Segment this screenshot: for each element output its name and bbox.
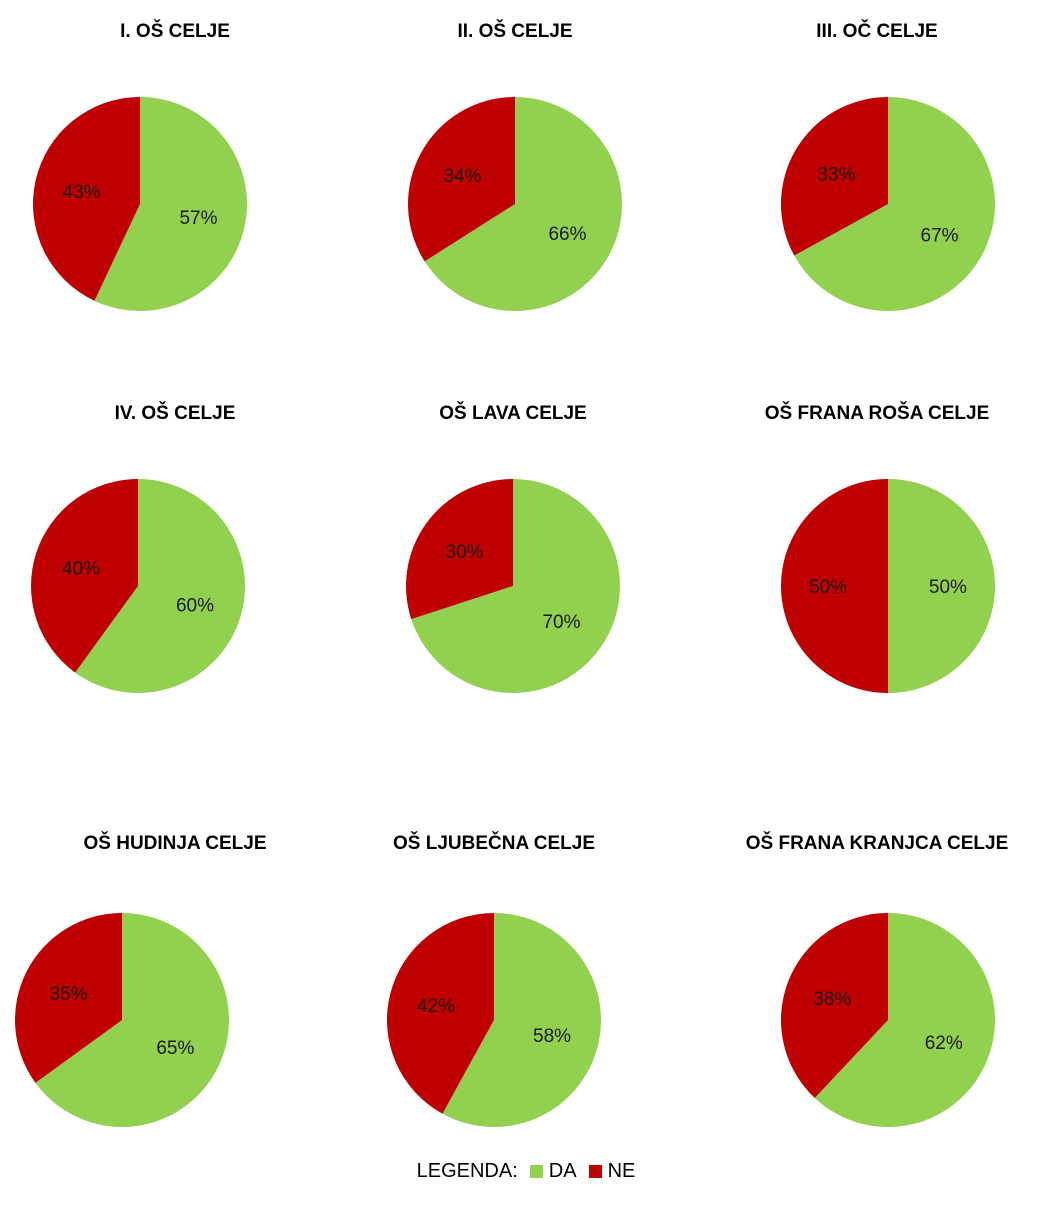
pie-slice-ne [15, 913, 123, 1083]
chart-title: OŠ FRANA KRANJCA CELJE [745, 833, 1009, 854]
pie-chart: 58% 42% [387, 913, 601, 1127]
pie-slice-da [35, 913, 229, 1127]
chart-title: I. OŠ CELJE [120, 21, 230, 42]
pie-chart: 60% 40% [31, 479, 246, 693]
slice-label-ne: 35% [50, 984, 88, 1005]
chart-title: III. OČ CELJE [816, 21, 938, 42]
slice-label-da: 58% [533, 1026, 571, 1047]
slice-label-da: 60% [176, 596, 214, 617]
chart-title: OŠ LAVA CELJE [439, 403, 587, 424]
pie-chart: 57% 43% [32, 97, 247, 311]
slice-label-da: 62% [925, 1033, 963, 1054]
legend-item-ne: NE [588, 1160, 636, 1183]
pie-chart: 50% 50% [781, 479, 995, 693]
slice-label-da: 66% [548, 224, 586, 245]
pie-slice-da [794, 97, 995, 311]
chart-title: OŠ HUDINJA CELJE [83, 833, 267, 854]
slice-label-da: 57% [179, 208, 217, 229]
slice-label-ne: 38% [813, 989, 851, 1010]
pie-slice-ne [406, 479, 513, 620]
legend-text-ne: NE [607, 1160, 636, 1182]
slice-label-ne: 43% [63, 182, 101, 203]
legend-swatch-da [529, 1165, 543, 1178]
pie-slice-ne [781, 479, 888, 693]
legend-label: LEGENDA: [416, 1160, 518, 1182]
pie-chart: 62% 38% [781, 913, 995, 1127]
pie-slice-ne [32, 97, 140, 301]
pie-slice-da [411, 479, 620, 693]
pie-chart: 65% 35% [15, 913, 229, 1127]
pie-slice-da [94, 97, 247, 311]
chart-title: IV. OŠ CELJE [114, 403, 236, 424]
slice-label-ne: 34% [443, 166, 481, 187]
slice-label-da: 50% [929, 577, 967, 598]
pie-slice-ne [408, 97, 515, 262]
pie-slice-da [424, 97, 622, 311]
pie-slice-ne [781, 913, 888, 1098]
legend-swatch-ne [588, 1165, 602, 1178]
chart-title: OŠ LJUBEČNA CELJE [393, 833, 595, 854]
pie-slice-ne [781, 97, 888, 256]
slice-label-ne: 42% [417, 996, 455, 1017]
pie-slice-ne [387, 913, 494, 1114]
pie-chart: 67% 33% [781, 97, 995, 311]
pie-slice-da [888, 479, 995, 693]
slice-label-ne: 50% [809, 577, 847, 598]
slice-label-da: 70% [542, 612, 580, 633]
slice-label-da: 67% [921, 226, 959, 247]
pie-chart: 66% 34% [408, 97, 622, 311]
slice-label-da: 65% [156, 1038, 194, 1059]
pie-chart: 70% 30% [406, 479, 620, 693]
slice-label-ne: 30% [446, 542, 484, 563]
pie-slice-da [814, 913, 995, 1127]
slice-label-ne: 33% [817, 164, 855, 185]
legend: LEGENDA: DA NE [0, 1160, 1052, 1183]
pie-slice-da [75, 479, 246, 693]
pie-slice-ne [31, 479, 138, 673]
chart-title: OŠ FRANA ROŠA CELJE [764, 403, 990, 424]
slice-label-ne: 40% [62, 558, 100, 579]
legend-item-da: DA [529, 1160, 577, 1183]
pie-slice-da [442, 913, 601, 1127]
chart-title: II. OŠ CELJE [457, 21, 573, 42]
legend-text-da: DA [548, 1160, 577, 1182]
